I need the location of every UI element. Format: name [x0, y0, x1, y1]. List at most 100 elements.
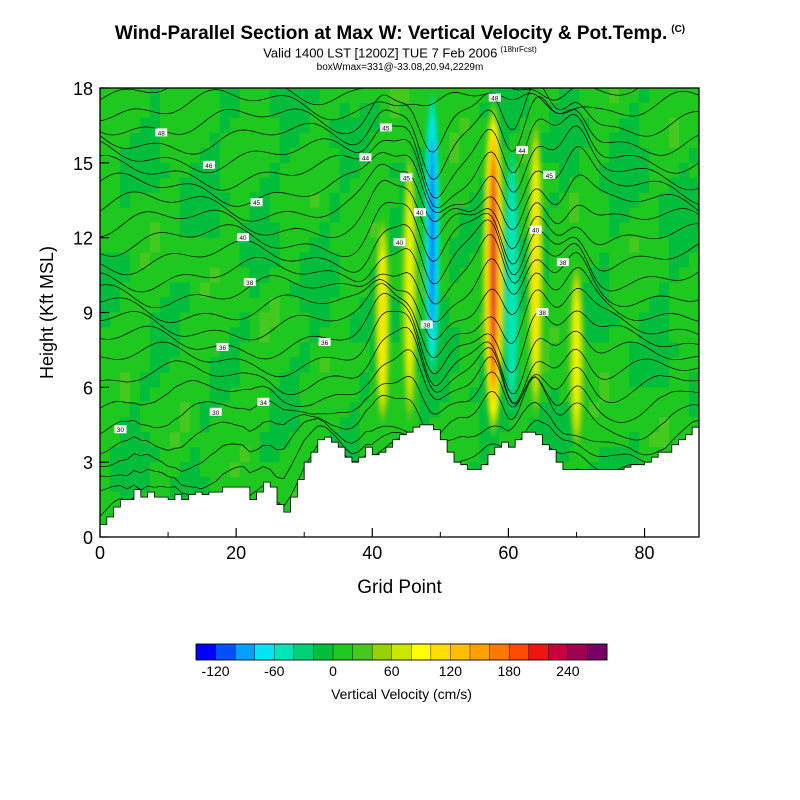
field-cell [209, 147, 221, 164]
field-cell [369, 162, 381, 179]
field-cell [609, 327, 620, 344]
field-cell [459, 342, 470, 358]
field-cell [659, 297, 670, 314]
field-cell [229, 237, 241, 254]
field-cell [649, 387, 660, 403]
isentrope-line [100, 146, 699, 214]
field-cell [229, 132, 241, 149]
field-cell [119, 252, 131, 269]
field-cell [329, 372, 341, 388]
field-cell [249, 177, 261, 194]
field-cell [539, 237, 550, 254]
field-cell [349, 117, 361, 134]
field-cell [299, 297, 311, 314]
x-tick-label: 20 [226, 543, 246, 563]
isentrope-label: 45 [253, 200, 261, 207]
field-cell [239, 297, 251, 314]
field-cell [209, 132, 221, 149]
field-cell [519, 237, 530, 254]
field-cell [559, 222, 570, 239]
isentrope-label-bg [516, 145, 529, 154]
field-cell [469, 357, 480, 373]
field-cell [359, 312, 371, 329]
field-cell [659, 252, 670, 269]
field-cell [100, 387, 111, 403]
field-cell [579, 282, 590, 299]
field-cell [669, 267, 680, 284]
field-cell [199, 237, 211, 254]
field-cell [189, 402, 201, 418]
isentrope-label-bg [488, 93, 501, 102]
field-cell [419, 282, 431, 299]
field-cell [169, 342, 181, 358]
field-cell [109, 432, 121, 448]
field-cell [329, 177, 341, 194]
field-cell [169, 312, 181, 329]
field-cell [239, 372, 251, 388]
field-cell [279, 282, 291, 299]
field-cell [439, 297, 451, 314]
field-cell [259, 312, 271, 329]
field-cell [219, 312, 231, 329]
field-cell [689, 132, 699, 149]
field-cell [549, 162, 560, 179]
field-cell [369, 282, 381, 299]
field-cell [289, 207, 301, 224]
field-cell [100, 312, 111, 329]
field-cell [569, 252, 580, 269]
field-cell [669, 222, 680, 239]
field-cell [199, 147, 211, 164]
field-cell [349, 177, 361, 194]
field-cell [109, 177, 121, 194]
field-cell [179, 177, 191, 194]
field-cell [179, 147, 191, 164]
field-cell [629, 88, 640, 104]
field-cell [579, 88, 590, 104]
field-cell [159, 282, 171, 299]
field-cell [609, 162, 620, 179]
field-cell [659, 147, 670, 164]
isentrope-label: 38 [246, 280, 254, 287]
isentrope-line [100, 89, 699, 121]
field-cell [269, 252, 281, 269]
field-cell [249, 237, 261, 254]
field-cell [499, 417, 510, 433]
field-cell [589, 88, 600, 104]
field-cell [259, 267, 271, 284]
field-cell [189, 177, 201, 194]
field-cell [569, 117, 580, 134]
field-cell [189, 477, 201, 493]
field-cell [279, 147, 291, 164]
field-cell [149, 387, 161, 403]
copyright-mark: (C) [671, 23, 686, 35]
field-cell [249, 162, 261, 179]
field-cell [419, 327, 431, 344]
field-cell [609, 387, 620, 403]
field-cell [100, 417, 111, 433]
field-cell [349, 147, 361, 164]
field-cell [239, 432, 251, 448]
field-cell [359, 357, 371, 373]
field-cell [429, 372, 441, 388]
field-cell [619, 132, 630, 149]
field-cell [209, 432, 221, 448]
isentrope-label-bg [400, 173, 413, 182]
field-cell [259, 222, 271, 239]
field-cell [219, 417, 231, 433]
field-cell [449, 267, 460, 284]
field-cell [679, 147, 690, 164]
field-cell [309, 222, 321, 239]
field-cell [149, 327, 161, 344]
field-cell [649, 297, 660, 314]
field-cell [209, 387, 221, 403]
field-cell [649, 402, 660, 418]
colorbar-swatch [587, 643, 608, 661]
field-cell [519, 327, 530, 344]
field-cell [349, 267, 361, 284]
field-cell [189, 372, 201, 388]
field-cell [599, 312, 610, 329]
field-cell [649, 132, 660, 149]
field-cell [289, 372, 301, 388]
field-cell [649, 147, 660, 164]
